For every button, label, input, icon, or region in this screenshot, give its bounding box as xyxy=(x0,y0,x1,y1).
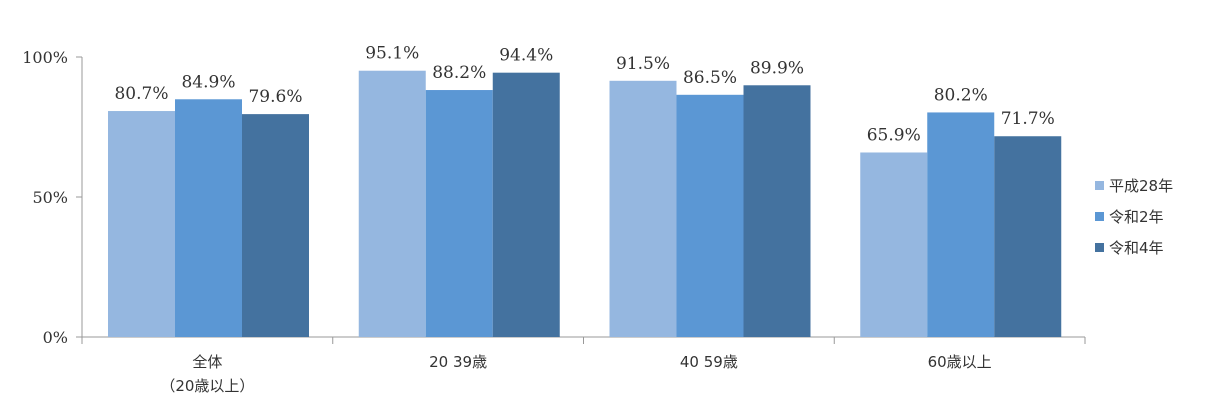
bar-value-label: 84.9% xyxy=(181,72,235,92)
category-label: 40 59歳 xyxy=(680,353,738,371)
bar xyxy=(860,152,928,337)
bar-value-label: 89.9% xyxy=(750,58,804,78)
bar-value-label: 71.7% xyxy=(1001,109,1055,129)
category-label: 全体 xyxy=(192,353,222,371)
y-tick-label: 100% xyxy=(22,48,68,67)
y-tick-label: 0% xyxy=(43,328,68,347)
bar-value-label: 79.6% xyxy=(248,87,302,107)
chart-value-labels: 80.7% 95.1% 91.5% 65.9% 84.9% 88.2% 86.5% 80.2%… xyxy=(114,44,1054,146)
category-label: 20 39歳 xyxy=(429,353,487,371)
bar xyxy=(676,94,744,337)
bar xyxy=(492,72,560,338)
bar xyxy=(358,70,426,337)
bar xyxy=(175,99,242,337)
bar-value-label: 94.4% xyxy=(499,46,553,66)
bar xyxy=(425,90,493,337)
bar xyxy=(609,80,677,338)
y-tick-label: 50% xyxy=(32,188,68,207)
bar-value-label: 80.7% xyxy=(114,84,168,104)
category-label: 60歳以上 xyxy=(928,353,992,371)
bar xyxy=(994,136,1062,337)
bar-value-label: 95.1% xyxy=(365,44,419,64)
bar-value-label: 88.2% xyxy=(432,63,486,83)
legend-swatch xyxy=(1095,181,1104,190)
legend-label: 令和4年 xyxy=(1109,239,1164,257)
legend-label: 平成28年 xyxy=(1109,177,1173,195)
legend-swatch xyxy=(1095,212,1104,221)
bar-value-label: 86.5% xyxy=(683,68,737,88)
chart-category-labels: 全体 （20歳以上） 20 39歳 40 59歳 60歳以上 xyxy=(160,353,991,395)
legend-swatch xyxy=(1095,243,1104,252)
bar-value-label: 91.5% xyxy=(616,54,670,74)
legend-label: 令和2年 xyxy=(1109,208,1164,226)
bar xyxy=(108,111,175,337)
bar xyxy=(242,114,309,338)
chart-bars xyxy=(108,70,1062,338)
category-label: （20歳以上） xyxy=(160,377,254,395)
bar xyxy=(927,112,995,337)
bar-value-label: 80.2% xyxy=(934,85,988,105)
bar-value-label: 65.9% xyxy=(867,125,921,145)
bar xyxy=(743,85,811,337)
